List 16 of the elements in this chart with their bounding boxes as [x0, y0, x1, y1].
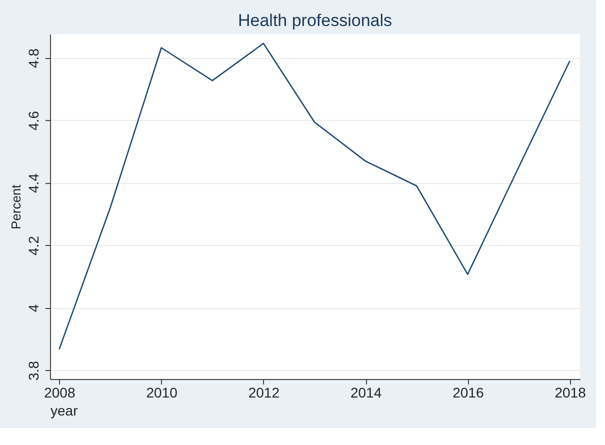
y-tick-label: 4: [26, 304, 42, 312]
y-tick-label: 3.8: [26, 360, 42, 380]
y-tick-label: 4.8: [26, 48, 42, 68]
y-tick-label: 4.6: [26, 110, 42, 130]
x-tick-label: 2008: [44, 384, 76, 400]
x-tick-label: 2016: [452, 384, 484, 400]
y-axis-title: Percent: [8, 184, 24, 230]
x-tick-label: 2012: [248, 384, 280, 400]
x-tick-label: 2018: [554, 384, 586, 400]
x-tick-label: 2010: [146, 384, 178, 400]
y-tick-label: 4.4: [26, 173, 42, 193]
chart-title: Health professionals: [238, 11, 392, 30]
y-tick-label: 4.2: [26, 236, 42, 256]
line-series: [58, 42, 570, 350]
x-tick-label: 2014: [350, 384, 382, 400]
x-axis-title: year: [50, 402, 78, 418]
